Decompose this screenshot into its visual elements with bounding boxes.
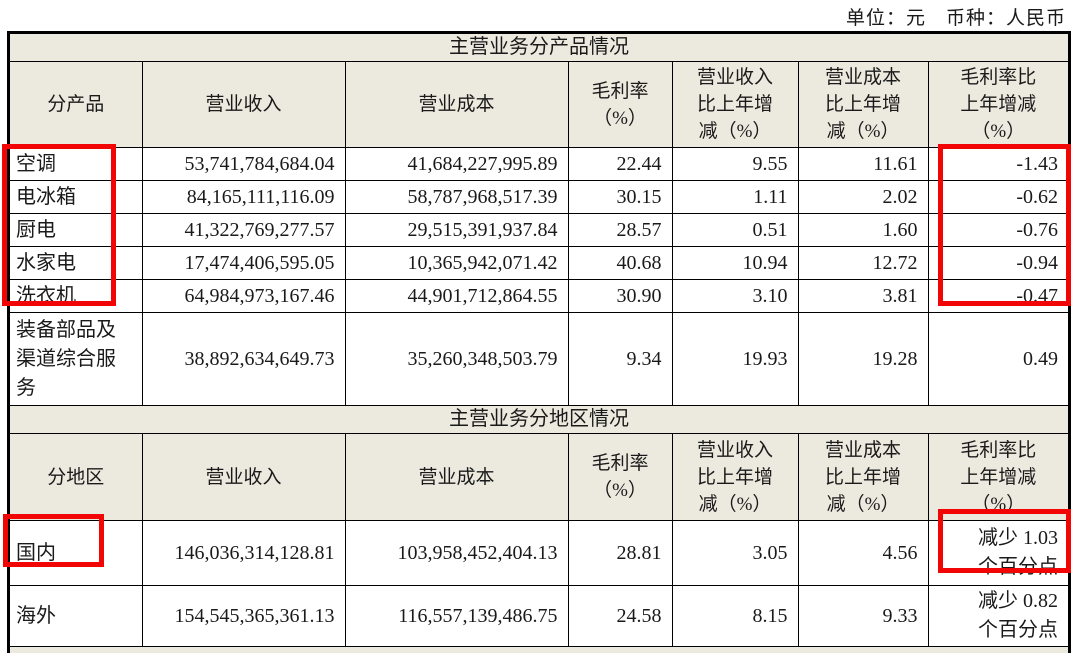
margin-cell: 30.90: [567, 279, 673, 313]
product-row: 洗衣机 64,984,973,167.46 44,901,712,864.55 …: [10, 279, 1068, 313]
margin-yoy-cell: -0.47: [927, 279, 1068, 313]
cost-cell: 10,365,942,071.42: [344, 246, 569, 280]
cost-cell: 58,787,968,517.39: [344, 180, 569, 214]
col-header-revenue-yoy: 营业收入 比上年增 减（%）: [671, 62, 799, 148]
revenue-yoy-cell: 19.93: [671, 312, 799, 406]
margin-cell: 9.34: [567, 312, 673, 406]
product-name-cell: 装备部品及渠道综合服务: [10, 312, 143, 406]
margin-cell: 22.44: [567, 147, 673, 181]
revenue-cell: 17,474,406,595.05: [141, 246, 346, 280]
revenue-cell: 38,892,634,649.73: [141, 312, 346, 406]
margin-yoy-cell: -0.94: [927, 246, 1068, 280]
product-row: 电冰箱 84,165,111,116.09 58,787,968,517.39 …: [10, 180, 1068, 214]
product-row: 厨电 41,322,769,277.57 29,515,391,937.84 2…: [10, 213, 1068, 247]
product-name-cell: 洗衣机: [10, 279, 143, 313]
product-name-cell: 厨电: [10, 213, 143, 247]
revenue-cell: 84,165,111,116.09: [141, 180, 346, 214]
cost-cell: 103,958,452,404.13: [344, 520, 569, 586]
margin-cell: 28.57: [567, 213, 673, 247]
revenue-yoy-cell: 9.55: [671, 147, 799, 181]
product-name-cell: 水家电: [10, 246, 143, 280]
report-table-frame: 主营业务分产品情况 分产品 营业收入 营业成本 毛利率 （%） 营业收入 比上年…: [7, 31, 1071, 653]
col-header-revenue-yoy: 营业收入 比上年增 减（%）: [671, 434, 799, 521]
section-title-regions: 主营业务分地区情况: [10, 406, 1068, 434]
revenue-yoy-cell: 3.10: [671, 279, 799, 313]
cost-yoy-cell: 2.02: [797, 180, 929, 214]
cost-yoy-cell: 4.56: [797, 520, 929, 586]
revenue-yoy-cell: 10.94: [671, 246, 799, 280]
margin-yoy-cell: 减少 0.82 个百分点: [927, 585, 1068, 647]
revenue-yoy-cell: 8.15: [671, 585, 799, 647]
col-header-region: 分地区: [10, 434, 143, 521]
revenue-yoy-cell: 1.11: [671, 180, 799, 214]
col-header-cost-yoy: 营业成本 比上年增 减（%）: [797, 62, 929, 148]
region-row: 海外 154,545,365,361.13 116,557,139,486.75…: [10, 585, 1068, 647]
next-section-cutoff: [10, 647, 1068, 653]
cost-yoy-cell: 1.60: [797, 213, 929, 247]
col-header-product: 分产品: [10, 62, 143, 148]
products-header-row: 分产品 营业收入 营业成本 毛利率 （%） 营业收入 比上年增 减（%） 营业成…: [10, 62, 1068, 148]
region-name-cell: 海外: [10, 585, 143, 647]
margin-yoy-cell: -0.62: [927, 180, 1068, 214]
margin-yoy-cell: -0.76: [927, 213, 1068, 247]
cost-yoy-cell: 3.81: [797, 279, 929, 313]
col-header-margin-yoy: 毛利率比 上年增减 （%）: [927, 434, 1068, 521]
margin-cell: 30.15: [567, 180, 673, 214]
col-header-cost-yoy: 营业成本 比上年增 减（%）: [797, 434, 929, 521]
revenue-cell: 41,322,769,277.57: [141, 213, 346, 247]
col-header-revenue: 营业收入: [141, 62, 346, 148]
section-title-products: 主营业务分产品情况: [10, 34, 1068, 62]
regions-header-row: 分地区 营业收入 营业成本 毛利率 （%） 营业收入 比上年增 减（%） 营业成…: [10, 434, 1068, 521]
region-name-cell: 国内: [10, 520, 143, 586]
product-row: 水家电 17,474,406,595.05 10,365,942,071.42 …: [10, 246, 1068, 280]
cost-yoy-cell: 9.33: [797, 585, 929, 647]
cost-cell: 44,901,712,864.55: [344, 279, 569, 313]
product-row: 空调 53,741,784,684.04 41,684,227,995.89 2…: [10, 147, 1068, 181]
col-header-margin: 毛利率 （%）: [567, 434, 673, 521]
cost-cell: 41,684,227,995.89: [344, 147, 569, 181]
revenue-yoy-cell: 3.05: [671, 520, 799, 586]
col-header-margin-yoy: 毛利率比 上年增减 （%）: [927, 62, 1068, 148]
revenue-cell: 146,036,314,128.81: [141, 520, 346, 586]
col-header-cost: 营业成本: [344, 434, 569, 521]
product-name-cell: 电冰箱: [10, 180, 143, 214]
revenue-cell: 53,741,784,684.04: [141, 147, 346, 181]
margin-yoy-cell: -1.43: [927, 147, 1068, 181]
cost-cell: 29,515,391,937.84: [344, 213, 569, 247]
cost-cell: 35,260,348,503.79: [344, 312, 569, 406]
cost-yoy-cell: 12.72: [797, 246, 929, 280]
revenue-cell: 154,545,365,361.13: [141, 585, 346, 647]
col-header-margin: 毛利率 （%）: [567, 62, 673, 148]
margin-cell: 40.68: [567, 246, 673, 280]
revenue-cell: 64,984,973,167.46: [141, 279, 346, 313]
region-row: 国内 146,036,314,128.81 103,958,452,404.13…: [10, 520, 1068, 586]
product-name-cell: 空调: [10, 147, 143, 181]
margin-cell: 28.81: [567, 520, 673, 586]
unit-currency-note: 单位：元 币种：人民币: [845, 8, 1066, 29]
regions-table: 分地区 营业收入 营业成本 毛利率 （%） 营业收入 比上年增 减（%） 营业成…: [10, 434, 1068, 647]
revenue-yoy-cell: 0.51: [671, 213, 799, 247]
col-header-cost: 营业成本: [344, 62, 569, 148]
margin-yoy-cell: 减少 1.03 个百分点: [927, 520, 1068, 586]
cost-yoy-cell: 19.28: [797, 312, 929, 406]
col-header-revenue: 营业收入: [141, 434, 346, 521]
products-table: 分产品 营业收入 营业成本 毛利率 （%） 营业收入 比上年增 减（%） 营业成…: [10, 62, 1068, 406]
margin-yoy-cell: 0.49: [927, 312, 1068, 406]
cost-yoy-cell: 11.61: [797, 147, 929, 181]
product-row: 装备部品及渠道综合服务 38,892,634,649.73 35,260,348…: [10, 312, 1068, 406]
cost-cell: 116,557,139,486.75: [344, 585, 569, 647]
margin-cell: 24.58: [567, 585, 673, 647]
